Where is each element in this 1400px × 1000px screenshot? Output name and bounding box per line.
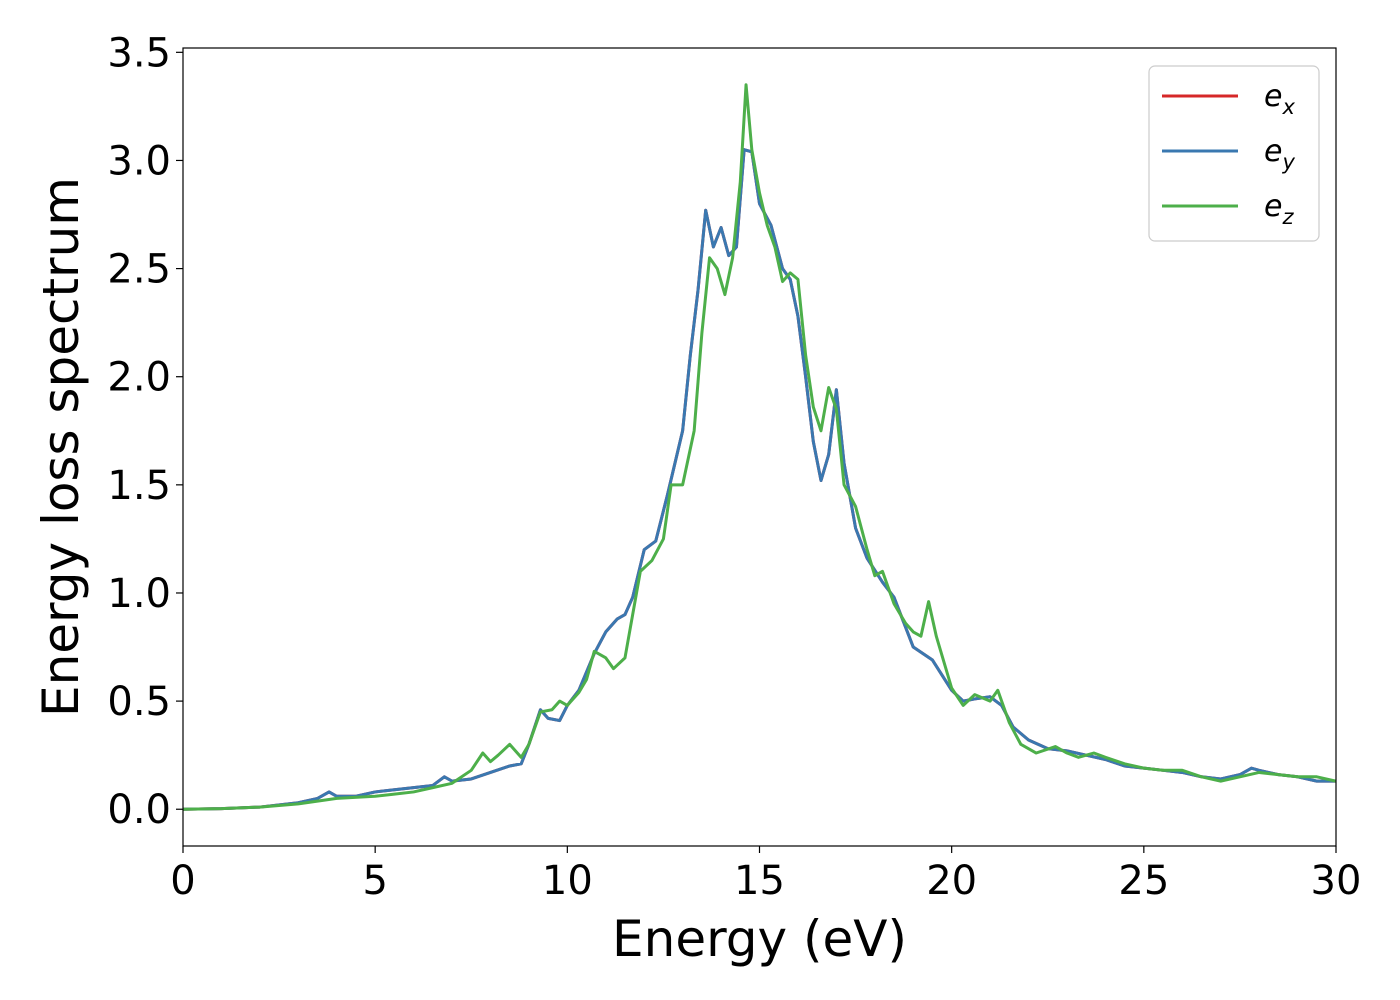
x-axis-label: Energy (eV) bbox=[612, 910, 907, 968]
y-tick-label: 0.0 bbox=[107, 787, 171, 833]
y-tick-label: 1.0 bbox=[107, 571, 171, 617]
x-tick-label: 15 bbox=[734, 858, 785, 904]
y-tick-label: 2.0 bbox=[107, 355, 171, 401]
series-line-y bbox=[183, 148, 1336, 811]
legend-box bbox=[1148, 65, 1320, 242]
y-tick-label: 1.5 bbox=[107, 463, 171, 509]
legend: ex ey ez bbox=[1148, 65, 1320, 242]
plot-area: 0 5 10 15 20 25 30 0.0 0.5 1.0 1.5 2.0 2.5 3.0 3.5 Ener… bbox=[32, 30, 1361, 968]
x-tick-label: 10 bbox=[542, 858, 593, 904]
legend-entry-y: ey bbox=[1264, 134, 1295, 174]
x-tick-label: 30 bbox=[1311, 858, 1362, 904]
x-tick-label: 0 bbox=[170, 858, 195, 904]
y-tick-label: 3.0 bbox=[107, 138, 171, 184]
series-line-x bbox=[183, 148, 1336, 811]
series-group bbox=[183, 83, 1336, 811]
x-tick-label: 25 bbox=[1118, 858, 1169, 904]
x-tick-label: 20 bbox=[926, 858, 977, 904]
y-tick-label: 0.5 bbox=[107, 679, 171, 725]
series-line-z bbox=[183, 83, 1336, 811]
legend-entry-x: ex bbox=[1264, 79, 1295, 119]
x-tick-label: 5 bbox=[362, 858, 387, 904]
y-axis-label: Energy loss spectrum bbox=[32, 177, 90, 717]
y-tick-label: 2.5 bbox=[107, 247, 171, 293]
y-tick-label: 3.5 bbox=[107, 30, 171, 76]
legend-entry-z: ez bbox=[1264, 189, 1294, 229]
